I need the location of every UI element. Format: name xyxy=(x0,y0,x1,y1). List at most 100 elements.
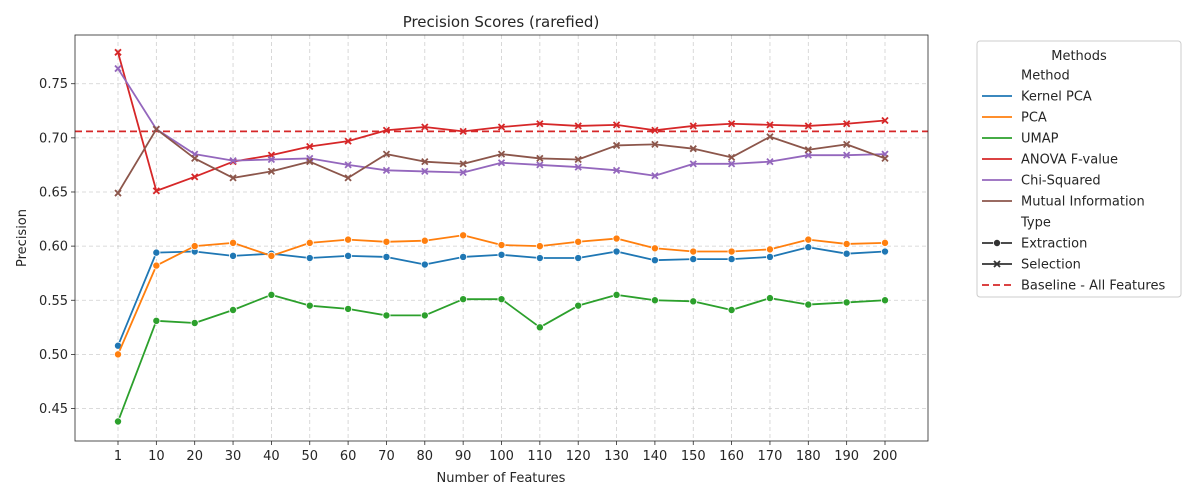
series-layer xyxy=(114,48,890,426)
data-point xyxy=(881,247,890,256)
data-point xyxy=(114,189,122,197)
data-point xyxy=(420,236,429,245)
data-point xyxy=(267,155,276,164)
y-tick-label: 0.55 xyxy=(39,294,68,309)
y-axis-label: Precision xyxy=(15,209,30,267)
x-tick-label: 160 xyxy=(719,449,744,464)
data-point xyxy=(650,296,659,305)
x-tick-label: 170 xyxy=(758,449,783,464)
data-point xyxy=(344,137,352,145)
x-tick-label: 40 xyxy=(263,449,280,464)
legend-entry-label: UMAP xyxy=(1021,132,1059,147)
series-umap xyxy=(114,290,890,426)
data-point xyxy=(574,237,583,246)
data-point xyxy=(152,261,161,270)
x-tick-label: 150 xyxy=(681,449,706,464)
data-point xyxy=(842,298,851,307)
legend-box xyxy=(976,40,1182,298)
x-axis-ticks: 1 10 20 30 40 50 60 70 80 90 100 110 120 130 140 150 160… xyxy=(114,441,897,464)
data-point xyxy=(574,163,582,171)
data-point xyxy=(574,155,582,164)
y-tick-label: 0.60 xyxy=(39,240,68,255)
data-point xyxy=(535,242,544,251)
data-point xyxy=(689,160,697,168)
data-point xyxy=(191,173,199,181)
data-point xyxy=(152,125,160,133)
data-point xyxy=(766,121,774,129)
x-tick-label: 30 xyxy=(225,449,242,464)
legend-entry-label: PCA xyxy=(1021,111,1047,126)
data-point xyxy=(535,254,544,263)
data-point xyxy=(651,172,659,180)
data-point xyxy=(804,300,813,309)
legend-entry-label: Baseline - All Features xyxy=(1021,279,1165,294)
data-point xyxy=(612,234,621,243)
data-point xyxy=(305,301,314,310)
data-point xyxy=(766,133,774,141)
legend-entry-label: Chi-Squared xyxy=(1021,174,1101,189)
data-point xyxy=(842,249,851,258)
data-point xyxy=(229,174,237,182)
data-point xyxy=(651,140,659,148)
data-point xyxy=(191,154,199,163)
legend-entry-label: Extraction xyxy=(1021,237,1087,252)
data-point xyxy=(689,297,698,306)
data-point xyxy=(344,161,352,169)
data-point xyxy=(804,151,812,159)
data-point xyxy=(497,159,506,167)
data-point xyxy=(497,123,506,131)
series-pca xyxy=(114,231,890,359)
data-point xyxy=(574,254,583,263)
data-point xyxy=(727,160,736,168)
data-point xyxy=(459,252,468,261)
data-point xyxy=(382,126,391,134)
data-point xyxy=(574,122,582,130)
data-point xyxy=(229,305,238,314)
data-point xyxy=(612,166,621,174)
data-point xyxy=(843,140,851,148)
legend: Methods Method Kernel PCA PCA UMAP ANOVA F-v… xyxy=(976,40,1182,298)
data-point xyxy=(344,174,352,182)
data-point xyxy=(881,296,890,305)
data-point xyxy=(612,141,621,150)
y-tick-label: 0.75 xyxy=(39,77,68,92)
data-point xyxy=(229,156,237,165)
data-point xyxy=(382,150,391,158)
legend-entry-label: ANOVA F-value xyxy=(1021,153,1118,168)
legend-marker-x xyxy=(993,260,1001,268)
x-tick-label: 190 xyxy=(834,449,859,464)
data-point xyxy=(497,295,506,304)
data-point xyxy=(804,122,812,130)
data-point xyxy=(344,304,353,313)
x-tick-label: 120 xyxy=(566,449,591,464)
data-point xyxy=(843,151,851,159)
data-point xyxy=(114,64,122,73)
x-tick-label: 130 xyxy=(604,449,629,464)
legend-type-header: Type xyxy=(1020,216,1051,231)
data-point xyxy=(152,187,160,195)
data-point xyxy=(727,247,736,256)
data-point xyxy=(459,168,467,177)
legend-method-header: Method xyxy=(1021,69,1070,84)
data-point xyxy=(765,252,774,261)
data-point xyxy=(229,238,238,247)
y-tick-label: 0.45 xyxy=(39,402,68,417)
y-tick-label: 0.50 xyxy=(39,348,68,363)
data-point xyxy=(727,120,736,128)
data-point xyxy=(536,161,544,169)
data-point xyxy=(765,294,774,303)
data-point xyxy=(306,158,314,166)
legend-items: Method Kernel PCA PCA UMAP ANOVA F-value Chi-… xyxy=(982,69,1165,294)
data-point xyxy=(689,122,697,130)
x-tick-label: 10 xyxy=(148,449,165,464)
data-point xyxy=(689,255,698,264)
data-point xyxy=(881,116,889,125)
data-point xyxy=(344,251,353,260)
x-tick-label: 110 xyxy=(527,449,552,464)
x-tick-label: 60 xyxy=(340,449,357,464)
data-point xyxy=(344,235,353,244)
data-point xyxy=(421,123,429,131)
data-point xyxy=(229,251,238,260)
data-point xyxy=(881,238,890,247)
